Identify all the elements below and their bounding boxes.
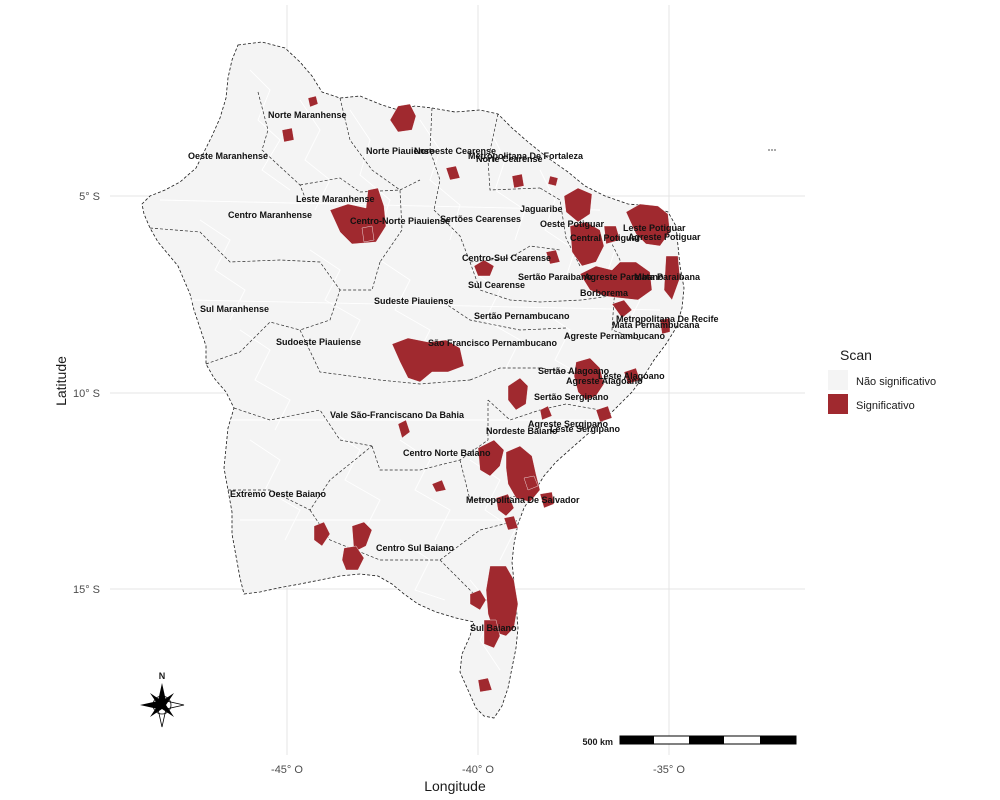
y-tick-label: 5° S	[79, 191, 100, 203]
label-leste-alagoano: Leste Alagoano	[598, 371, 665, 381]
label-sertao-paraibano: Sertão Paraibano	[518, 272, 593, 282]
label-oeste-potiguar: Oeste Potiguar	[540, 219, 605, 229]
y-axis-title: Latitude	[53, 356, 69, 406]
x-axis: -45° O -40° O -35° O Longitude	[271, 764, 685, 794]
label-metropolitana-de-salvador: Metropolitana De Salvador	[466, 495, 580, 505]
legend-swatch-nao-significativo	[828, 370, 848, 390]
x-tick-label: -45° O	[271, 764, 303, 776]
label-norte-cearense: Norte Cearense	[476, 154, 543, 164]
label-agreste-potiguar: Agreste Potiguar	[628, 232, 701, 242]
label-leste-maranhense: Leste Maranhense	[296, 194, 375, 204]
label-jaguaribe: Jaguaribe	[520, 204, 563, 214]
label-leste-sergipano: Leste Sergipano	[550, 424, 621, 434]
label-borborema: Borborema	[580, 288, 629, 298]
label-metropolitana-de-fortaleza: Metropolitana De Fortaleza	[468, 151, 584, 161]
x-tick-label: -35° O	[653, 764, 685, 776]
label-extremo-oeste-baiano: Extremo Oeste Baiano	[230, 489, 327, 499]
label-norte-maranhense: Norte Maranhense	[268, 110, 347, 120]
mesoregion-labels: Norte Maranhense Oeste Maranhense Norte …	[188, 110, 719, 633]
label-sertoes-cearenses: Sertões Cearenses	[440, 214, 521, 224]
x-tick-label: -40° O	[462, 764, 494, 776]
label-centro-sul-baiano: Centro Sul Baiano	[376, 543, 455, 553]
legend-label-significativo: Significativo	[856, 400, 915, 412]
label-agreste-pernambucano: Agreste Pernambucano	[564, 331, 666, 341]
label-mata-paraibana: Mata Paraibana	[634, 272, 701, 282]
label-centro-norte-piauiense: Centro-Norte Piauiense	[350, 216, 450, 226]
label-norte-piauiense: Norte Piauiense	[366, 146, 434, 156]
label-oeste-maranhense: Oeste Maranhense	[188, 151, 268, 161]
northeast-region	[141, 41, 685, 719]
label-sertao-pernambucano: Sertão Pernambucano	[474, 311, 570, 321]
label-vale-sao-franciscano-da-bahia: Vale São-Franciscano Da Bahia	[330, 410, 465, 420]
compass-rose-icon: N	[140, 671, 185, 728]
label-sertao-sergipano: Sertão Sergipano	[534, 392, 609, 402]
y-tick-label: 15° S	[73, 584, 100, 596]
legend-swatch-significativo	[828, 394, 848, 414]
label-sudoeste-piauiense: Sudoeste Piauiense	[276, 337, 361, 347]
label-noroeste-cearense: Noroeste Cearense	[414, 146, 496, 156]
label-agreste-paraibano: Agreste Paraibano	[584, 272, 664, 282]
significant-clusters	[281, 95, 681, 693]
label-sertao-alagoano: Sertão Alagoano	[538, 366, 610, 376]
label-metropolitana-de-recife: Metropolitana De Recife	[616, 314, 719, 324]
label-centro-sul-cearense: Centro-Sul Cearense	[462, 253, 551, 263]
legend-title: Scan	[840, 347, 872, 363]
scale-bar-label: 500 km	[582, 737, 613, 747]
scale-bar: 500 km	[582, 735, 797, 747]
label-leste-potiguar: Leste Potiguar	[623, 223, 686, 233]
y-tick-label: 10° S	[73, 388, 100, 400]
label-sao-francisco-pernambucano: São Francisco Pernambucano	[428, 338, 558, 348]
north-label: N	[159, 671, 166, 681]
legend-label-nao-significativo: Não significativo	[856, 376, 936, 388]
label-mata-pernambucana: Mata Pernambucana	[612, 320, 701, 330]
label-centro-norte-baiano: Centro Norte Baiano	[403, 448, 491, 458]
label-agreste-alagoano: Agreste Alagoano	[566, 376, 643, 386]
label-sul-baiano: Sul Baiano	[470, 623, 517, 633]
label-central-potiguar: Central Potiguar	[570, 233, 641, 243]
label-nordeste-baiano: Nordeste Baiano	[486, 426, 558, 436]
y-axis: 5° S 10° S 15° S Latitude	[53, 191, 100, 596]
legend: Scan Não significativo Significativo	[828, 347, 936, 414]
label-agreste-sergipano: Agreste Sergipano	[528, 419, 609, 429]
label-centro-maranhense: Centro Maranhense	[228, 210, 312, 220]
label-sudeste-piauiense: Sudeste Piauiense	[374, 296, 454, 306]
label-sul-maranhense: Sul Maranhense	[200, 304, 269, 314]
x-axis-title: Longitude	[424, 778, 486, 794]
label-sul-cearense: Sul Cearense	[468, 280, 525, 290]
